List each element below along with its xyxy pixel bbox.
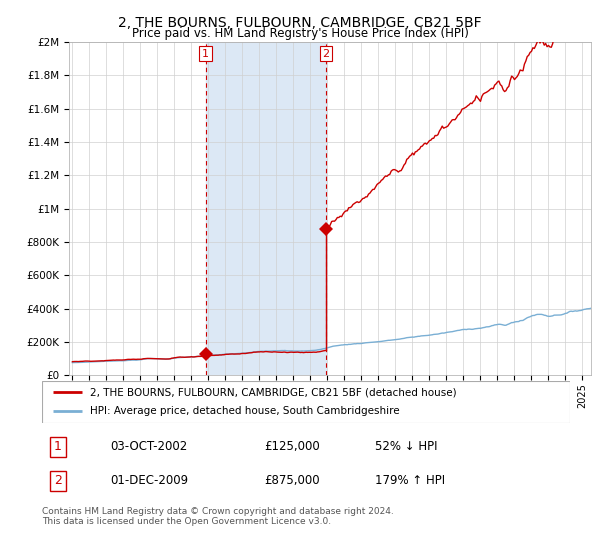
Text: 52% ↓ HPI: 52% ↓ HPI [374,440,437,453]
Bar [206,42,326,375]
Text: 1: 1 [54,440,62,453]
Text: 2, THE BOURNS, FULBOURN, CAMBRIDGE, CB21 5BF: 2, THE BOURNS, FULBOURN, CAMBRIDGE, CB21… [118,16,482,30]
Text: 03-OCT-2002: 03-OCT-2002 [110,440,188,453]
Text: 2: 2 [323,49,329,59]
Text: 2, THE BOURNS, FULBOURN, CAMBRIDGE, CB21 5BF (detached house): 2, THE BOURNS, FULBOURN, CAMBRIDGE, CB21… [89,387,456,397]
Text: 01-DEC-2009: 01-DEC-2009 [110,474,189,487]
Text: Contains HM Land Registry data © Crown copyright and database right 2024.
This d: Contains HM Land Registry data © Crown c… [42,507,394,526]
Text: 1: 1 [202,49,209,59]
Text: £875,000: £875,000 [264,474,319,487]
Text: £125,000: £125,000 [264,440,320,453]
Text: 2: 2 [54,474,62,487]
Text: 179% ↑ HPI: 179% ↑ HPI [374,474,445,487]
Text: Price paid vs. HM Land Registry's House Price Index (HPI): Price paid vs. HM Land Registry's House … [131,27,469,40]
Text: HPI: Average price, detached house, South Cambridgeshire: HPI: Average price, detached house, Sout… [89,407,399,417]
